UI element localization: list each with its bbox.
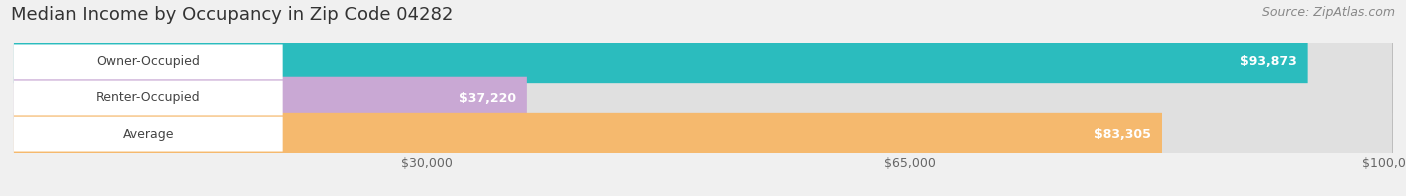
Text: Renter-Occupied: Renter-Occupied (96, 92, 201, 104)
Text: Owner-Occupied: Owner-Occupied (97, 55, 200, 68)
Text: Source: ZipAtlas.com: Source: ZipAtlas.com (1261, 6, 1395, 19)
FancyBboxPatch shape (14, 44, 283, 79)
FancyBboxPatch shape (14, 113, 1392, 155)
Text: $37,220: $37,220 (458, 92, 516, 104)
FancyBboxPatch shape (14, 81, 283, 115)
FancyBboxPatch shape (14, 41, 1392, 83)
FancyBboxPatch shape (14, 113, 1161, 155)
Text: $93,873: $93,873 (1240, 55, 1296, 68)
FancyBboxPatch shape (14, 77, 1392, 119)
Text: Average: Average (122, 128, 174, 141)
Text: $83,305: $83,305 (1094, 128, 1152, 141)
Text: Median Income by Occupancy in Zip Code 04282: Median Income by Occupancy in Zip Code 0… (11, 6, 454, 24)
FancyBboxPatch shape (14, 77, 527, 119)
FancyBboxPatch shape (14, 41, 1308, 83)
FancyBboxPatch shape (14, 117, 283, 152)
